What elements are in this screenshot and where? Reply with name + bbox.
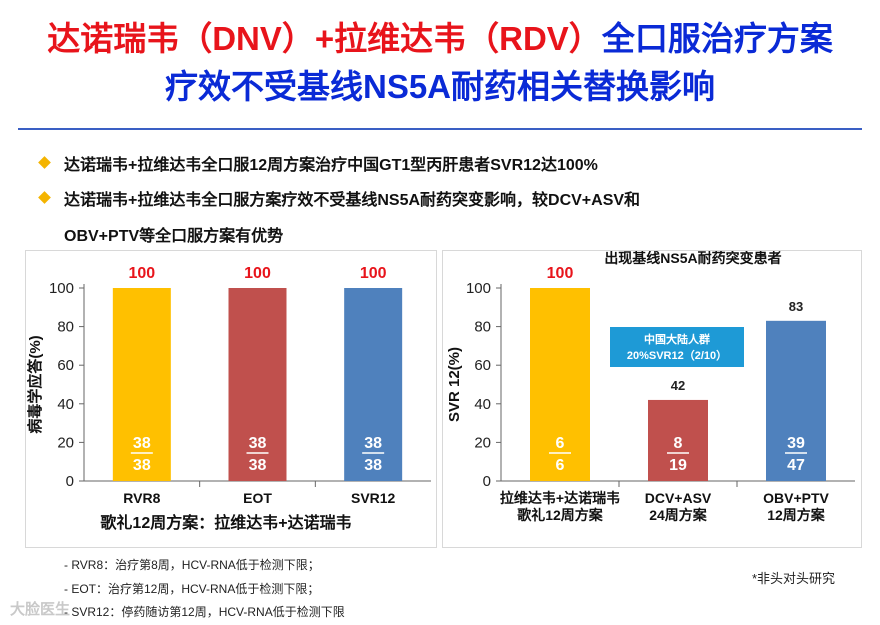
bar [648,399,708,481]
page-title-line-2: 疗效不受基线NS5A耐药相关替换影响 [164,68,716,105]
y-axis-label: SVR 12(%) [446,347,463,422]
data-label: 100 [128,265,155,282]
y-tick-label: 100 [466,280,491,297]
x-tick-label: 24周方案 [649,507,708,523]
denominator-label: 38 [364,457,382,474]
bar [112,288,171,481]
title-red-part: 达诺瑞韦（DNV）+拉维达韦（RDV） [47,20,602,57]
annotation-callout [610,327,744,367]
bullet-text-3: OBV+PTV等全口服方案有优势 [64,228,284,245]
numerator-label: 8 [674,435,683,452]
chart-panel-right: 出现基线NS5A耐药突变患者 0 20 40 60 80 100 SVR 12(%) 100 6 6… [442,250,862,548]
y-tick-label: 80 [474,319,491,336]
y-axis-label: 病毒学应答(%) [26,335,44,433]
x-tick-label: 12周方案 [767,507,826,523]
y-tick-label: 40 [474,396,491,413]
y-tick-label: 100 [49,280,74,297]
bar [344,288,403,481]
x-tick-label: DCV+ASV [645,490,712,506]
bullet-text-2: 达诺瑞韦+拉维达韦全口服方案疗效不受基线NS5A耐药突变影响，较DCV+ASV和 [64,192,641,209]
numerator-label: 38 [249,435,267,452]
denominator-label: 47 [787,457,805,474]
y-tick-label: 60 [57,357,74,374]
x-axis-label: 歌礼12周方案：拉维达韦+达诺瑞韦 [100,513,351,532]
denominator-label: 38 [133,457,151,474]
numerator-label: 38 [364,435,382,452]
chart-title: 出现基线NS5A耐药突变患者 [604,251,781,266]
y-tick-label: 40 [57,396,74,413]
y-tick-label: 80 [57,319,74,336]
title-divider [18,128,862,130]
y-tick-label: 60 [474,357,491,374]
bar [228,288,287,481]
denominator-label: 19 [669,457,687,474]
x-tick-label: OBV+PTV [763,490,829,506]
note-svr12: - SVR12：停药随访第12周，HCV-RNA低于检测下限 [64,605,345,619]
x-tick-label: SVR12 [351,490,396,506]
x-tick-label: 拉维达韦+达诺瑞韦 [500,490,620,506]
note-rvr8: - RVR8：治疗第8周，HCV-RNA低于检测下限； [64,558,320,572]
numerator-label: 6 [556,435,565,452]
bullet-text-1: 达诺瑞韦+拉维达韦全口服12周方案治疗中国GT1型丙肝患者SVR12达100% [64,157,598,174]
denominator-label: 38 [249,457,267,474]
bullet-diamond-icon [38,191,51,204]
x-tick-label: EOT [243,490,272,506]
bullet-diamond-icon [38,156,51,169]
chart-virologic-response: 0 20 40 60 80 100 病毒学应答(%) 100 38 38 RVR8 100 38 38 EO… [26,265,431,532]
data-label: 100 [360,265,387,282]
bar [766,320,826,481]
y-tick-label: 20 [474,434,491,451]
watermark-logo: 大脸医生 [10,601,71,618]
note-eot: - EOT：治疗第12周，HCV-RNA低于检测下限； [64,582,320,596]
data-label: 42 [671,378,685,393]
x-tick-label: RVR8 [123,490,160,506]
numerator-label: 38 [133,435,151,452]
chart-panel-left: 0 20 40 60 80 100 病毒学应答(%) 100 38 38 RVR8 100 38 38 EO… [25,250,437,548]
data-label: 100 [244,265,271,282]
x-tick-label: 歌礼12周方案 [517,507,604,523]
denominator-label: 6 [556,457,565,474]
y-tick-label: 20 [57,434,74,451]
y-tick-label: 0 [66,473,74,490]
title-blue-part: 全口服治疗方案 [601,20,833,57]
data-label: 83 [789,299,803,314]
annotation-line-1: 中国大陆人群 [644,332,710,346]
page-title-line-1: 达诺瑞韦（DNV）+拉维达韦（RDV）全口服治疗方案 [0,12,880,60]
chart-svr12-ns5a: 出现基线NS5A耐药突变患者 0 20 40 60 80 100 SVR 12(%) 100 6 6… [446,250,855,523]
y-tick-label: 0 [483,473,491,490]
numerator-label: 39 [787,435,805,452]
annotation-line-2: 20%SVR12（2/10） [627,349,727,362]
footnote: *非头对头研究 [752,571,836,586]
bar [530,288,590,481]
data-label: 100 [547,265,574,282]
